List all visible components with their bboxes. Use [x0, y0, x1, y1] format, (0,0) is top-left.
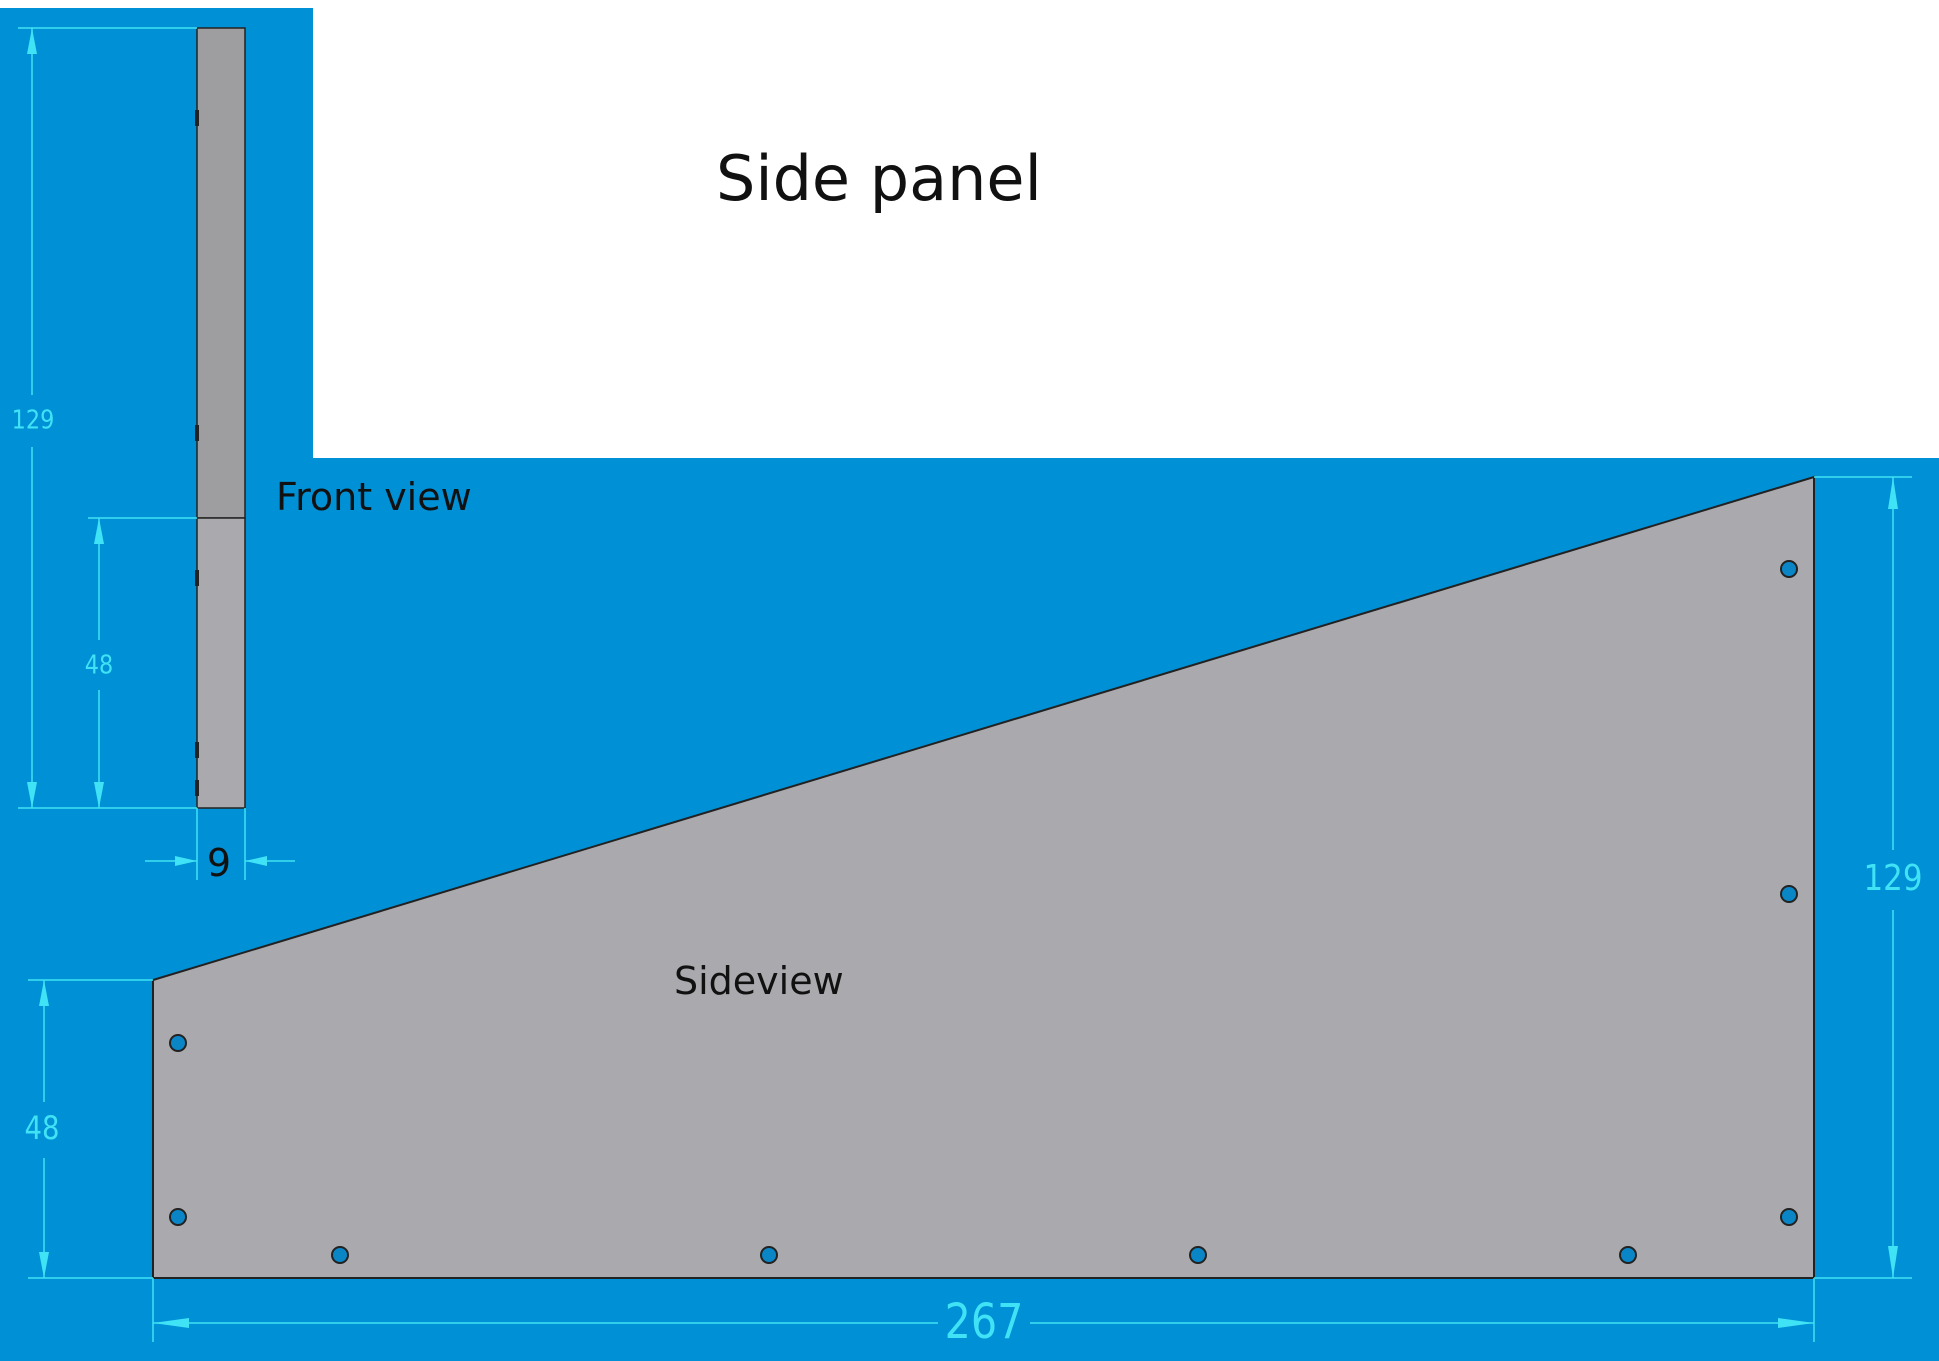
front-view — [195, 27, 246, 809]
hole-mark — [195, 742, 199, 758]
hole-mark — [195, 425, 199, 441]
dim-front-total-height-text: 129 — [12, 404, 55, 435]
arrowhead — [94, 782, 104, 808]
hole-mark — [195, 780, 199, 796]
mounting-hole — [331, 1246, 349, 1264]
front-view-upper-part — [196, 27, 246, 519]
front-view-label: Front view — [276, 475, 472, 519]
dimension-front-total-height — [18, 27, 197, 809]
dim-side-left-height-text: 48 — [24, 1110, 59, 1148]
page-title: Side panel — [716, 142, 1042, 215]
arrowhead — [1778, 1318, 1814, 1328]
dimension-side-right-height — [1814, 476, 1912, 1279]
arrowhead — [245, 856, 267, 866]
arrowhead — [1888, 1246, 1898, 1278]
mounting-hole — [169, 1034, 187, 1052]
arrowhead — [94, 518, 104, 544]
dim-side-right-height-text: 129 — [1863, 857, 1922, 899]
side-view-label: Sideview — [674, 959, 844, 1003]
mounting-hole — [1780, 885, 1798, 903]
mounting-holes — [169, 560, 1798, 1264]
arrowhead — [27, 782, 37, 808]
arrowhead — [27, 28, 37, 54]
arrowhead — [39, 980, 49, 1006]
mounting-hole — [1189, 1246, 1207, 1264]
dim-front-thickness-text: 9 — [207, 841, 231, 885]
dim-side-width-text: 267 — [945, 1293, 1024, 1350]
mounting-hole — [760, 1246, 778, 1264]
hole-mark — [195, 110, 199, 126]
dimension-side-width — [152, 1278, 1815, 1342]
mounting-hole — [169, 1208, 187, 1226]
mounting-hole — [1780, 560, 1798, 578]
hole-mark — [195, 570, 199, 586]
arrowhead — [39, 1252, 49, 1278]
front-view-lower-part — [196, 517, 246, 809]
arrowhead — [175, 856, 197, 866]
mounting-hole — [1619, 1246, 1637, 1264]
mounting-hole — [1780, 1208, 1798, 1226]
arrowhead — [153, 1318, 189, 1328]
arrowhead — [1888, 477, 1898, 509]
dim-front-lower-height-text: 48 — [85, 649, 113, 680]
